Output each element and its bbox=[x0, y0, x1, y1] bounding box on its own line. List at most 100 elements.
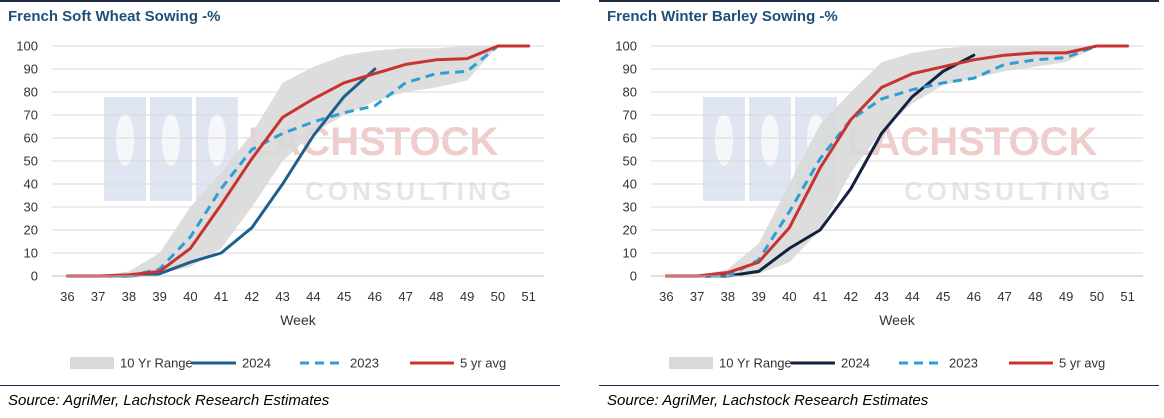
wheat-icon bbox=[208, 114, 226, 166]
chart-panel-barley: French Winter Barley Sowing -% LACHSTOCK… bbox=[599, 0, 1164, 418]
x-tick-label: 44 bbox=[905, 289, 919, 304]
legend-label: 10 Yr Range bbox=[719, 356, 792, 371]
series-line-2023 bbox=[666, 44, 1098, 278]
x-tick-label: 43 bbox=[275, 289, 289, 304]
legend-swatch bbox=[669, 357, 713, 369]
y-tick-label: 10 bbox=[24, 246, 38, 261]
wheat-icon bbox=[116, 114, 134, 166]
y-tick-label: 0 bbox=[31, 269, 38, 284]
y-tick-label: 90 bbox=[623, 62, 637, 77]
series-line-5-yr-avg bbox=[664, 44, 1130, 278]
y-tick-label: 100 bbox=[615, 39, 637, 54]
watermark: LACHSTOCK CONSULTING bbox=[703, 97, 1114, 206]
x-tick-label: 36 bbox=[659, 289, 673, 304]
top-rule bbox=[599, 0, 1159, 2]
legend-item: 5 yr avg bbox=[1009, 356, 1105, 371]
chart-panel-wheat: French Soft Wheat Sowing -% LACHSTOCK CON… bbox=[0, 0, 570, 418]
y-tick-label: 30 bbox=[623, 200, 637, 215]
x-tick-label: 39 bbox=[152, 289, 166, 304]
x-axis-label: Week bbox=[280, 312, 317, 328]
x-tick-label: 46 bbox=[967, 289, 981, 304]
x-tick-label: 45 bbox=[936, 289, 950, 304]
x-tick-label: 46 bbox=[368, 289, 382, 304]
legend-label: 5 yr avg bbox=[1059, 356, 1105, 371]
series-line-5-yr-avg bbox=[65, 44, 531, 278]
y-tick-label: 30 bbox=[24, 200, 38, 215]
y-tick-label: 20 bbox=[24, 223, 38, 238]
legend: 10 Yr Range 2024 2023 5 yr avg bbox=[669, 356, 1105, 371]
wheat-icon bbox=[162, 114, 180, 166]
legend-label: 10 Yr Range bbox=[120, 356, 193, 371]
y-tick-label: 40 bbox=[24, 177, 38, 192]
x-tick-label: 38 bbox=[721, 289, 735, 304]
x-tick-label: 41 bbox=[813, 289, 827, 304]
source-rule bbox=[599, 385, 1159, 386]
x-tick-label: 40 bbox=[782, 289, 796, 304]
legend-item: 10 Yr Range bbox=[669, 356, 792, 371]
x-tick-label: 41 bbox=[214, 289, 228, 304]
y-tick-label: 20 bbox=[623, 223, 637, 238]
legend-item: 2023 bbox=[300, 356, 379, 371]
x-tick-label: 50 bbox=[491, 289, 505, 304]
x-tick-label: 37 bbox=[690, 289, 704, 304]
y-tick-label: 70 bbox=[24, 108, 38, 123]
x-tick-label: 49 bbox=[460, 289, 474, 304]
range-band bbox=[666, 46, 1128, 276]
x-tick-label: 48 bbox=[1028, 289, 1042, 304]
x-tick-label: 51 bbox=[1120, 289, 1134, 304]
y-tick-label: 40 bbox=[623, 177, 637, 192]
wheat-icon bbox=[761, 114, 779, 166]
x-tick-label: 48 bbox=[429, 289, 443, 304]
legend-item: 2024 bbox=[192, 356, 271, 371]
chart-title: French Soft Wheat Sowing -% bbox=[8, 8, 221, 25]
x-tick-label: 36 bbox=[60, 289, 74, 304]
x-tick-label: 43 bbox=[874, 289, 888, 304]
legend-label: 5 yr avg bbox=[460, 356, 506, 371]
y-tick-label: 10 bbox=[623, 246, 637, 261]
x-tick-label: 42 bbox=[245, 289, 259, 304]
x-axis-label: Week bbox=[879, 312, 916, 328]
x-tick-label: 38 bbox=[122, 289, 136, 304]
range-band bbox=[67, 46, 529, 276]
x-tick-label: 45 bbox=[337, 289, 351, 304]
wheat-chart: LACHSTOCKCONSULTING010203040506070809010… bbox=[16, 39, 544, 371]
y-tick-label: 0 bbox=[630, 269, 637, 284]
legend-item: 5 yr avg bbox=[410, 356, 506, 371]
barley-chart: LACHSTOCK CONSULTING 0 10 20 30 40 50 60 70 80 90 10… bbox=[615, 39, 1143, 371]
source-note: Source: AgriMer, Lachstock Research Esti… bbox=[8, 392, 330, 409]
chart-title: French Winter Barley Sowing -% bbox=[607, 8, 838, 25]
x-tick-label: 37 bbox=[91, 289, 105, 304]
legend: 10 Yr Range 2024 2023 5 yr avg bbox=[70, 356, 506, 371]
x-tick-label: 47 bbox=[997, 289, 1011, 304]
y-tick-label: 70 bbox=[623, 108, 637, 123]
y-tick-label: 50 bbox=[623, 154, 637, 169]
legend-label: 2023 bbox=[350, 356, 379, 371]
y-tick-label: 60 bbox=[24, 131, 38, 146]
watermark-subtext: CONSULTING bbox=[904, 176, 1114, 206]
x-tick-label: 50 bbox=[1090, 289, 1104, 304]
x-tick-label: 49 bbox=[1059, 289, 1073, 304]
source-note: Source: AgriMer, Lachstock Research Esti… bbox=[607, 392, 929, 409]
x-tick-label: 40 bbox=[183, 289, 197, 304]
y-tick-label: 100 bbox=[16, 39, 38, 54]
legend-label: 2023 bbox=[949, 356, 978, 371]
watermark-subtext: CONSULTING bbox=[305, 176, 515, 206]
legend-item: 2023 bbox=[899, 356, 978, 371]
legend-swatch bbox=[70, 357, 114, 369]
x-tick-label: 39 bbox=[751, 289, 765, 304]
x-tick-label: 42 bbox=[844, 289, 858, 304]
wheat-icon bbox=[715, 114, 733, 166]
legend-label: 2024 bbox=[242, 356, 271, 371]
legend-item: 2024 bbox=[791, 356, 870, 371]
y-tick-label: 80 bbox=[623, 85, 637, 100]
y-tick-label: 60 bbox=[623, 131, 637, 146]
top-rule bbox=[0, 0, 560, 2]
y-tick-label: 50 bbox=[24, 154, 38, 169]
watermark-text: LACHSTOCK bbox=[847, 120, 1097, 164]
legend-label: 2024 bbox=[841, 356, 870, 371]
x-tick-label: 44 bbox=[306, 289, 320, 304]
x-tick-label: 51 bbox=[521, 289, 535, 304]
y-tick-label: 90 bbox=[24, 62, 38, 77]
y-tick-label: 80 bbox=[24, 85, 38, 100]
legend-item: 10 Yr Range bbox=[70, 356, 193, 371]
